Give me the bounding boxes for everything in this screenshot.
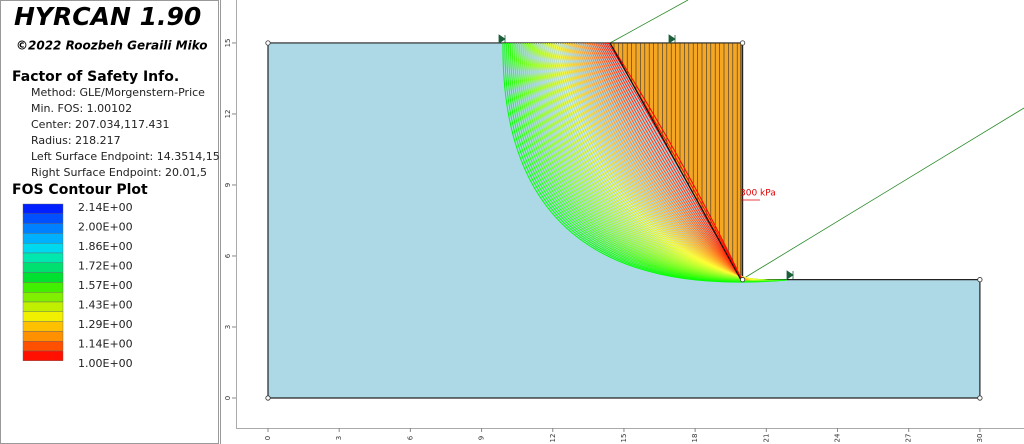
slip-surface bbox=[575, 42, 747, 281]
legend-swatch bbox=[22, 301, 64, 313]
legend-swatch bbox=[22, 233, 64, 244]
legend-swatch bbox=[22, 262, 64, 273]
slip-surface bbox=[600, 42, 743, 281]
boundary-line bbox=[740, 107, 1024, 281]
legend-label: 1.14E+00 bbox=[78, 338, 133, 351]
legend-label: 1.00E+00 bbox=[78, 357, 133, 370]
slip-surface bbox=[589, 42, 744, 281]
slip-surface bbox=[506, 42, 785, 282]
y-tick-label: 3 bbox=[224, 325, 232, 329]
slip-surface bbox=[567, 42, 750, 281]
legend-label: 1.43E+00 bbox=[78, 299, 133, 312]
legend-label: 1.29E+00 bbox=[78, 318, 133, 331]
legend-swatch bbox=[22, 252, 64, 264]
y-tick-label: 0 bbox=[224, 396, 232, 400]
x-tick-label: 0 bbox=[264, 436, 272, 440]
legend-swatch bbox=[22, 242, 64, 254]
slip-surface bbox=[585, 42, 745, 281]
load-label: 300 kPa bbox=[740, 189, 776, 199]
info-line: Center: 207.034,117.431 bbox=[31, 118, 170, 131]
x-tick-label: 9 bbox=[478, 436, 486, 440]
vertex bbox=[977, 277, 983, 283]
legend-swatch bbox=[22, 311, 64, 322]
legend-swatch bbox=[22, 321, 64, 332]
legend-swatch bbox=[22, 292, 64, 303]
info-line: Right Surface Endpoint: 20.01,5 bbox=[31, 166, 207, 179]
boundary-line bbox=[609, 0, 689, 44]
vertex bbox=[977, 395, 983, 401]
slip-surface bbox=[593, 42, 744, 281]
legend-swatch bbox=[22, 341, 64, 352]
y-tick-label: 6 bbox=[224, 253, 232, 258]
vertex bbox=[265, 40, 271, 46]
x-tick-label: 30 bbox=[976, 434, 984, 443]
limit-marker bbox=[668, 34, 676, 44]
slip-surface bbox=[580, 42, 746, 281]
legend-label: 1.57E+00 bbox=[78, 279, 133, 292]
vertex bbox=[265, 395, 271, 401]
limit-marker bbox=[498, 34, 506, 44]
slip-surface bbox=[507, 42, 783, 282]
x-tick-label: 15 bbox=[620, 434, 628, 443]
slip-surface bbox=[578, 42, 747, 281]
info-line: Min. FOS: 1.00102 bbox=[31, 102, 132, 115]
y-tick-label: 12 bbox=[224, 109, 232, 118]
legend-label: 1.72E+00 bbox=[78, 260, 133, 273]
limit-marker bbox=[786, 270, 794, 280]
legend-swatch bbox=[22, 282, 64, 293]
slip-surface bbox=[573, 42, 748, 281]
x-tick-label: 12 bbox=[549, 434, 557, 443]
slip-surface bbox=[569, 42, 749, 281]
legend-label: 1.86E+00 bbox=[78, 240, 133, 253]
slip-surface bbox=[587, 42, 745, 281]
slip-surface bbox=[609, 42, 743, 281]
x-tick-label: 24 bbox=[834, 433, 842, 442]
x-tick-label: 3 bbox=[335, 436, 343, 440]
y-tick-label: 9 bbox=[224, 183, 232, 187]
vertex bbox=[739, 277, 746, 283]
y-tick-label: 15 bbox=[224, 38, 232, 47]
contour-heading: FOS Contour Plot bbox=[12, 182, 148, 198]
legend-label: 2.14E+00 bbox=[78, 201, 133, 214]
slip-surface bbox=[571, 42, 748, 281]
vertex bbox=[739, 40, 746, 46]
info-line: Left Surface Endpoint: 14.3514,15 bbox=[31, 150, 220, 163]
info-line: Method: GLE/Morgenstern-Price bbox=[31, 86, 205, 99]
slip-surface bbox=[584, 42, 745, 281]
slip-surface bbox=[509, 42, 782, 282]
slip-surface bbox=[513, 42, 779, 281]
slip-surface bbox=[602, 42, 743, 281]
legend-swatch bbox=[22, 223, 64, 234]
slip-surface bbox=[582, 42, 746, 281]
slip-surface bbox=[511, 42, 780, 282]
slip-surface bbox=[591, 42, 744, 281]
legend-label: 2.00E+00 bbox=[78, 221, 133, 234]
legend-swatch bbox=[22, 350, 64, 362]
critical-surface bbox=[609, 42, 742, 281]
x-tick-label: 18 bbox=[691, 434, 699, 443]
slip-surface bbox=[598, 42, 743, 281]
slip-surface bbox=[517, 42, 776, 281]
info-line: Radius: 218.217 bbox=[31, 134, 121, 147]
slip-surface bbox=[595, 42, 744, 281]
info-heading: Factor of Safety Info. bbox=[12, 69, 179, 85]
slip-surface bbox=[515, 42, 777, 281]
legend-swatch bbox=[22, 203, 64, 215]
x-tick-label: 27 bbox=[905, 434, 913, 443]
x-tick-label: 6 bbox=[406, 435, 414, 440]
legend-swatch bbox=[22, 272, 64, 283]
x-tick-label: 21 bbox=[762, 434, 770, 443]
slip-surface bbox=[596, 42, 744, 281]
legend-swatch bbox=[22, 331, 64, 342]
model-view bbox=[265, 0, 1024, 401]
app-title: HYRCAN 1.90 bbox=[14, 2, 201, 31]
legend-swatch bbox=[22, 213, 64, 224]
slip-surface bbox=[576, 42, 747, 281]
copyright: ©2022 Roozbeh Geraili Miko bbox=[16, 39, 208, 53]
